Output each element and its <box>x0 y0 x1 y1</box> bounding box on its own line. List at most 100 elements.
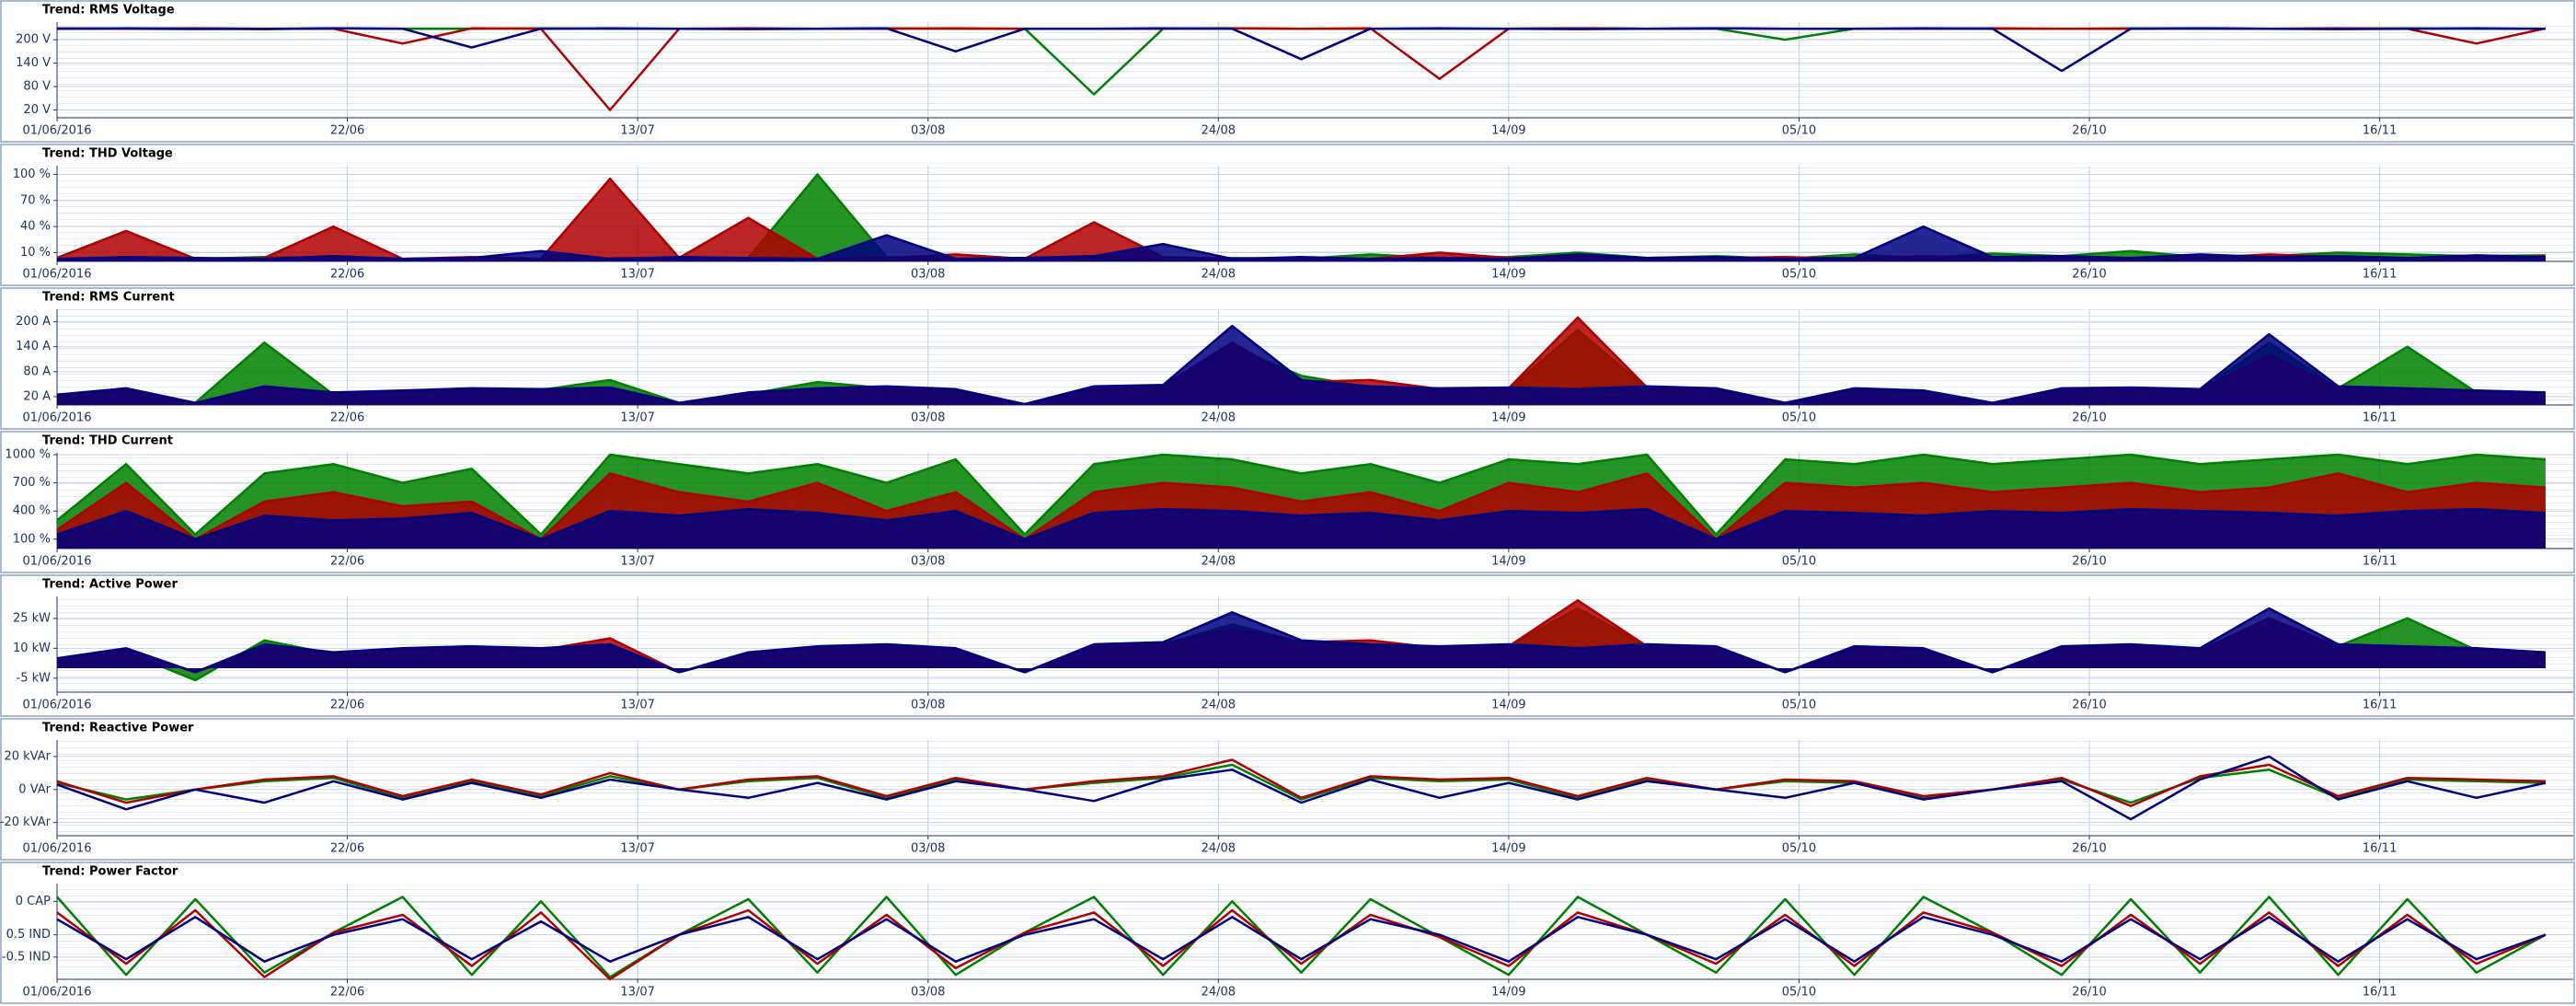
x-tick-label: 03/08 <box>911 268 945 282</box>
x-tick-label: 24/08 <box>1202 124 1236 138</box>
series-line <box>56 472 2546 541</box>
panel-title: Trend: RMS Current <box>42 291 175 305</box>
x-tick-label: 03/08 <box>911 842 945 856</box>
series-line <box>56 755 2547 821</box>
panel-title: Trend: RMS Voltage <box>42 4 175 17</box>
x-tick-label: 14/09 <box>1491 699 1525 712</box>
y-tick-label: 10 % <box>20 246 51 260</box>
x-tick-label: 26/10 <box>2072 842 2106 856</box>
x-tick-label: 03/08 <box>911 411 945 425</box>
plot-area <box>57 740 2573 836</box>
series-line <box>56 27 2546 73</box>
x-tick-label: 01/06/2016 <box>23 699 92 712</box>
x-tick-label: 26/10 <box>2072 268 2106 282</box>
area-fill <box>57 608 2546 673</box>
x-tick-label: 05/10 <box>1782 986 1816 1000</box>
x-tick-label: 24/08 <box>1202 411 1236 425</box>
series-line <box>56 896 2547 978</box>
y-tick-label: 10 kW <box>13 642 51 655</box>
x-tick-label: 01/06/2016 <box>23 555 92 569</box>
y-tick-label: 200 A <box>16 315 51 329</box>
series-line <box>56 607 2546 674</box>
y-tick-label: 80 A <box>23 364 51 378</box>
y-tick-label: 140 V <box>16 56 51 70</box>
x-tick-label: 01/06/2016 <box>23 842 92 856</box>
x-tick-label: 03/08 <box>911 986 945 1000</box>
x-tick-label: 16/11 <box>2363 842 2397 856</box>
x-tick-label: 22/06 <box>330 124 364 138</box>
x-tick-label: 01/06/2016 <box>23 124 92 138</box>
y-tick-label: -5 kW <box>17 671 52 685</box>
x-tick-label: 16/11 <box>2363 555 2397 569</box>
y-tick-label: 200 V <box>16 33 51 47</box>
area-fill <box>57 226 2546 261</box>
y-tick-label: 20 V <box>23 103 51 117</box>
series-line <box>56 758 2546 807</box>
x-tick-label: 16/11 <box>2363 268 2397 282</box>
area-fill <box>57 179 2546 261</box>
area-fill <box>57 326 2546 405</box>
y-tick-label: -20 kVAr <box>0 815 52 829</box>
x-tick-label: 26/10 <box>2072 699 2106 712</box>
series-line <box>56 763 2546 804</box>
series-line <box>56 225 2546 260</box>
x-tick-label: 05/10 <box>1782 699 1816 712</box>
x-tick-label: 03/08 <box>911 124 945 138</box>
y-tick-label: 25 kW <box>13 611 51 625</box>
y-tick-label: 0 CAP <box>16 895 51 908</box>
x-tick-label: 03/08 <box>911 555 945 569</box>
x-tick-label: 13/07 <box>620 842 654 856</box>
area-fill <box>57 509 2546 549</box>
x-tick-label: 03/08 <box>911 699 945 712</box>
x-tick-label: 16/11 <box>2363 986 2397 1000</box>
panel-title: Trend: THD Voltage <box>42 147 173 161</box>
y-tick-label: 100 % <box>13 532 51 546</box>
x-tick-label: 22/06 <box>330 842 364 856</box>
x-tick-label: 14/09 <box>1491 268 1525 282</box>
x-tick-label: 13/07 <box>620 986 654 1000</box>
y-tick-label: 400 % <box>13 504 51 518</box>
series-line <box>56 908 2547 981</box>
x-tick-label: 26/10 <box>2072 555 2106 569</box>
x-tick-label: 05/10 <box>1782 555 1816 569</box>
y-tick-label: 40 % <box>20 220 51 234</box>
y-tick-label: -0.5 IND <box>2 950 51 964</box>
x-tick-label: 13/07 <box>620 124 654 138</box>
x-tick-label: 01/06/2016 <box>23 986 92 1000</box>
series-line <box>56 507 2546 541</box>
x-tick-label: 22/06 <box>330 268 364 282</box>
x-tick-label: 14/09 <box>1491 124 1525 138</box>
x-tick-label: 13/07 <box>620 699 654 712</box>
x-tick-label: 05/10 <box>1782 124 1816 138</box>
panel-title: Trend: THD Current <box>42 434 173 448</box>
panel-title: Trend: Power Factor <box>42 865 178 879</box>
y-tick-label: 70 % <box>20 193 51 207</box>
y-tick-label: 20 A <box>23 389 51 403</box>
x-tick-label: 24/08 <box>1202 842 1236 856</box>
plot-area <box>57 166 2573 261</box>
x-tick-label: 22/06 <box>330 699 364 712</box>
x-tick-label: 14/09 <box>1491 411 1525 425</box>
x-tick-label: 01/06/2016 <box>23 268 92 282</box>
x-tick-label: 26/10 <box>2072 124 2106 138</box>
x-tick-label: 22/06 <box>330 986 364 1000</box>
panel-title: Trend: Active Power <box>42 578 178 592</box>
x-tick-label: 05/10 <box>1782 411 1816 425</box>
y-tick-label: 100 % <box>13 168 51 181</box>
x-tick-label: 16/11 <box>2363 124 2397 138</box>
x-tick-label: 24/08 <box>1202 268 1236 282</box>
y-tick-label: 80 V <box>23 80 51 94</box>
series-line <box>56 453 2546 536</box>
panel-title: Trend: Reactive Power <box>42 722 194 735</box>
y-tick-label: 0 VAr <box>18 782 51 796</box>
x-tick-label: 24/08 <box>1202 986 1236 1000</box>
x-tick-label: 14/09 <box>1491 986 1525 1000</box>
x-tick-label: 16/11 <box>2363 699 2397 712</box>
plot-area <box>57 22 2573 118</box>
x-tick-label: 05/10 <box>1782 842 1816 856</box>
y-tick-label: 0.5 IND <box>6 928 51 942</box>
x-tick-label: 16/11 <box>2363 411 2397 425</box>
x-tick-label: 22/06 <box>330 555 364 569</box>
series-line <box>56 916 2547 963</box>
